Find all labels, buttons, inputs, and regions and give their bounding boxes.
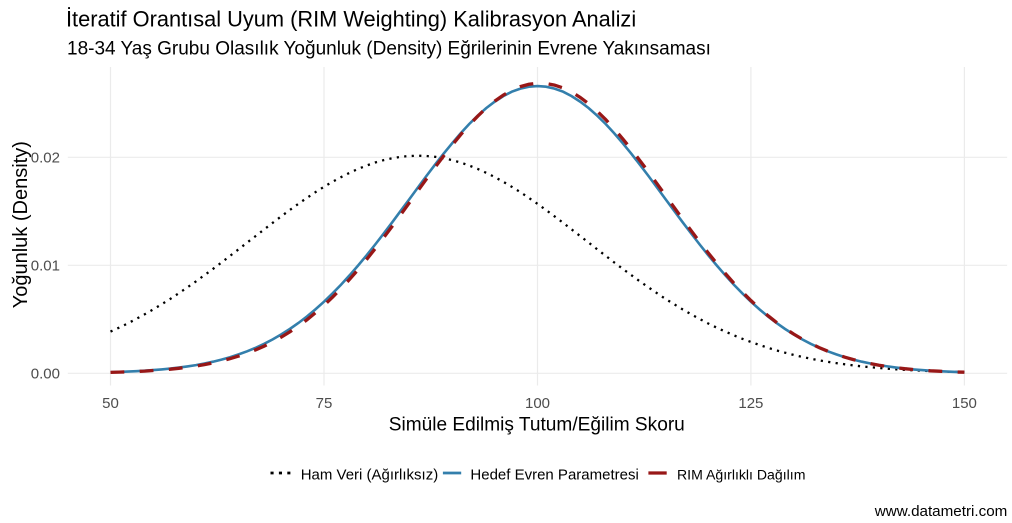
svg-text:www.datametri.com: www.datametri.com <box>874 503 1008 520</box>
svg-text:0.02: 0.02 <box>31 150 60 167</box>
svg-text:RIM Ağırlıklı Dağılım: RIM Ağırlıklı Dağılım <box>677 466 805 482</box>
svg-text:Ham Veri (Ağırlıksız): Ham Veri (Ağırlıksız) <box>301 466 439 483</box>
svg-text:18-34 Yaş Grubu Olasılık Yoğun: 18-34 Yaş Grubu Olasılık Yoğunluk (Densi… <box>67 38 711 59</box>
svg-text:Yoğunluk (Density): Yoğunluk (Density) <box>10 141 32 308</box>
svg-text:100: 100 <box>525 395 550 412</box>
svg-text:Simüle Edilmiş Tutum/Eğilim Sk: Simüle Edilmiş Tutum/Eğilim Skoru <box>389 414 685 435</box>
svg-text:50: 50 <box>102 395 119 412</box>
svg-text:İteratif Orantısal Uyum (RIM W: İteratif Orantısal Uyum (RIM Weighting) … <box>66 7 636 32</box>
svg-text:Hedef Evren Parametresi: Hedef Evren Parametresi <box>470 466 638 483</box>
svg-text:0.01: 0.01 <box>31 258 60 275</box>
svg-text:125: 125 <box>738 395 763 412</box>
svg-text:75: 75 <box>316 395 333 412</box>
svg-text:0.00: 0.00 <box>31 366 60 383</box>
svg-text:150: 150 <box>952 395 977 412</box>
